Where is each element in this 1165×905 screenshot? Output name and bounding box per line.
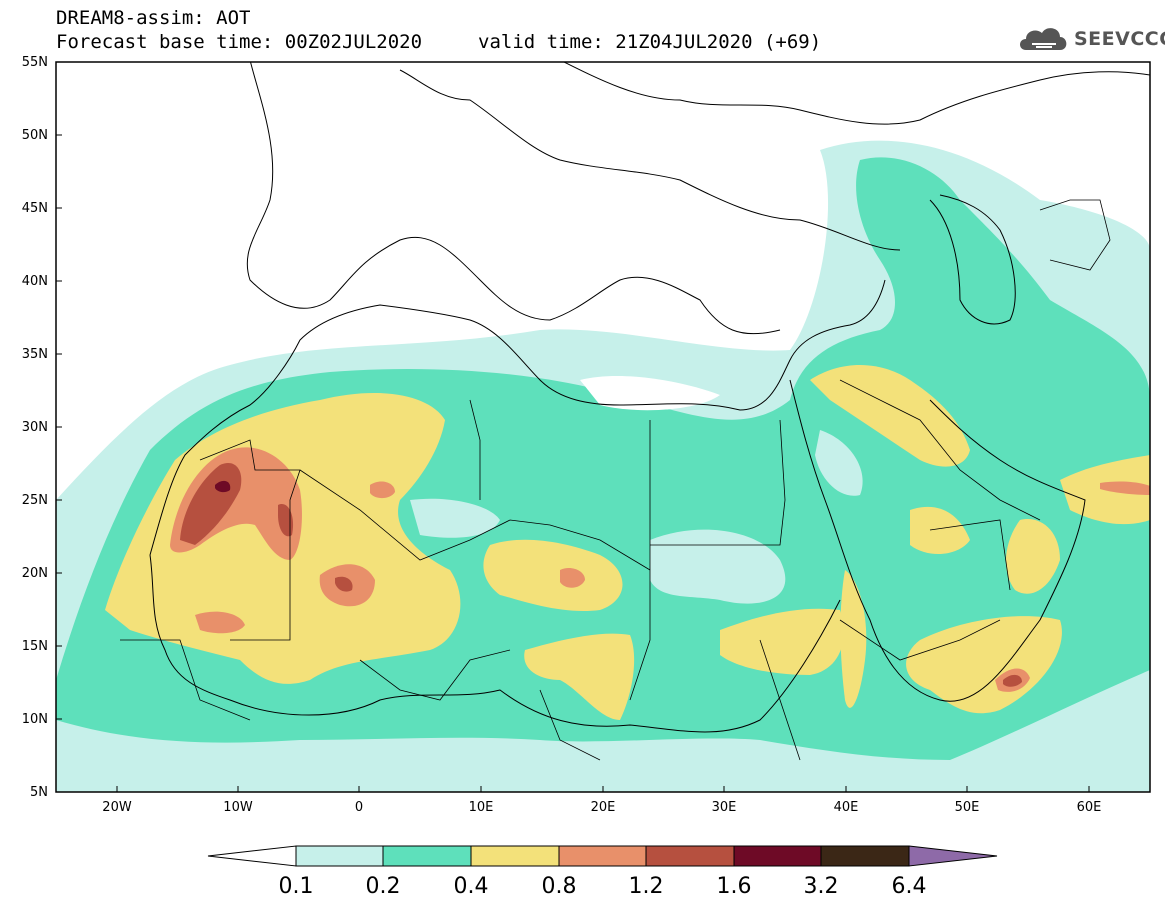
aot-0.1-patch bbox=[580, 375, 720, 411]
colorbar-label: 0.2 bbox=[365, 874, 401, 899]
aot-0.4-region bbox=[483, 539, 623, 612]
colorbar-bin-1.2 bbox=[645, 845, 735, 867]
colorbar-bin-0.8 bbox=[558, 845, 647, 867]
lon-label: 40E bbox=[833, 800, 859, 815]
lat-label: 30N bbox=[21, 420, 48, 435]
colorbar bbox=[207, 845, 998, 867]
aot-0.1-patch bbox=[650, 529, 786, 604]
colorbar-bin-3.2 bbox=[820, 845, 910, 867]
aot-0.1-patch bbox=[815, 430, 863, 496]
aot-0.4-region bbox=[810, 365, 970, 467]
colorbar-label: 3.2 bbox=[803, 874, 839, 899]
aot-0.4-region bbox=[840, 570, 867, 708]
lon-label: 0 bbox=[354, 800, 364, 815]
lon-label: 20W bbox=[102, 800, 132, 815]
aot-0.4-region bbox=[720, 608, 844, 675]
forecast-base-time: Forecast base time: 00Z02JUL2020 bbox=[56, 31, 423, 53]
lat-label: 45N bbox=[21, 201, 48, 216]
lon-label: 20E bbox=[590, 800, 616, 815]
lat-label: 25N bbox=[21, 493, 48, 508]
lon-label: 10E bbox=[468, 800, 494, 815]
aot-0.8-region bbox=[560, 568, 585, 588]
lon-label: 50E bbox=[954, 800, 980, 815]
lat-label: 20N bbox=[21, 566, 48, 581]
seevccc-logo: SEEVCCC bbox=[1016, 22, 1165, 56]
aot-0.8-region bbox=[1100, 481, 1150, 495]
borders bbox=[120, 199, 1111, 761]
lat-label: 50N bbox=[21, 128, 48, 143]
lon-label: 60E bbox=[1076, 800, 1102, 815]
aot-field bbox=[56, 140, 1150, 792]
aot-0.1-patch bbox=[410, 498, 500, 538]
lat-label: 5N bbox=[30, 785, 48, 800]
aot-0.4-region bbox=[910, 506, 970, 555]
aot-0.8-region bbox=[195, 611, 245, 634]
map-title: DREAM8-assim: AOT bbox=[56, 7, 251, 29]
lon-label: 10W bbox=[223, 800, 253, 815]
colorbar-label: 1.6 bbox=[716, 874, 752, 899]
lat-label: 55N bbox=[21, 55, 48, 70]
lon-label: 30E bbox=[711, 800, 737, 815]
aot-1.2-region bbox=[278, 504, 294, 537]
aot-0.4-region bbox=[524, 633, 635, 720]
colorbar-bin-0.2 bbox=[382, 845, 472, 867]
colorbar-bin-1.6 bbox=[733, 845, 822, 867]
colorbar-label: 1.2 bbox=[628, 874, 664, 899]
valid-time: valid time: 21Z04JUL2020 (+69) bbox=[478, 31, 822, 53]
aot-1.2-region bbox=[335, 576, 353, 592]
colorbar-label: 0.8 bbox=[541, 874, 577, 899]
aot-0.4-region bbox=[1005, 519, 1060, 594]
colorbar-label: 6.4 bbox=[891, 874, 927, 899]
axis-ticks bbox=[56, 61, 1090, 792]
logo-text: SEEVCCC bbox=[1074, 28, 1165, 50]
aot-0.8-region bbox=[370, 481, 395, 499]
colorbar-label: 0.1 bbox=[278, 874, 314, 899]
lat-label: 35N bbox=[21, 347, 48, 362]
colorbar-bin-0.4 bbox=[470, 845, 560, 867]
aot-1.6-region bbox=[215, 480, 231, 493]
coastlines bbox=[149, 62, 1150, 733]
cloud-icon bbox=[1020, 28, 1067, 50]
lat-label: 40N bbox=[21, 274, 48, 289]
aot-0.4-region bbox=[906, 616, 1062, 714]
lat-label: 15N bbox=[21, 639, 48, 654]
colorbar-min-arrow bbox=[207, 845, 297, 867]
colorbar-label: 0.4 bbox=[453, 874, 489, 899]
colorbar-bin-0.1 bbox=[295, 845, 384, 867]
aot-1.2-region bbox=[1003, 674, 1022, 687]
lat-label: 10N bbox=[21, 712, 48, 727]
colorbar-max-arrow bbox=[908, 845, 998, 867]
